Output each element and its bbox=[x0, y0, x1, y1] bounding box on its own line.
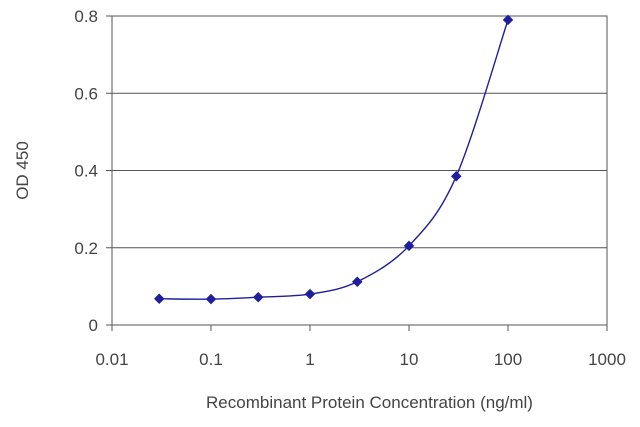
x-tick-label: 10 bbox=[400, 350, 419, 369]
data-point bbox=[252, 291, 264, 303]
x-tick-label: 0.01 bbox=[95, 350, 128, 369]
x-tick-label: 1 bbox=[305, 350, 314, 369]
x-tick-label: 100 bbox=[494, 350, 522, 369]
data-point bbox=[502, 14, 514, 26]
y-tick-label: 0.4 bbox=[74, 162, 98, 181]
x-axis-title: Recombinant Protein Concentration (ng/ml… bbox=[206, 393, 533, 412]
x-axis: 0.01 0.1 1 10 100 1000 bbox=[95, 325, 626, 369]
gridlines bbox=[112, 92, 607, 249]
y-tick-label: 0.6 bbox=[74, 84, 98, 103]
y-tick-label: 0.2 bbox=[74, 239, 98, 258]
y-axis-title: OD 450 bbox=[13, 141, 32, 200]
data-point bbox=[450, 170, 462, 182]
data-point bbox=[205, 293, 217, 305]
x-tick-label: 0.1 bbox=[199, 350, 223, 369]
y-tick-label: 0.8 bbox=[74, 7, 98, 26]
x-tick-label: 1000 bbox=[588, 350, 626, 369]
data-point bbox=[304, 288, 316, 300]
y-axis: 0 0.2 0.4 0.6 0.8 bbox=[74, 7, 112, 335]
series-curve bbox=[159, 19, 509, 300]
data-point bbox=[351, 276, 363, 288]
data-point bbox=[153, 293, 165, 305]
y-tick-label: 0 bbox=[89, 316, 98, 335]
data-points bbox=[153, 14, 514, 305]
data-point bbox=[403, 240, 415, 252]
